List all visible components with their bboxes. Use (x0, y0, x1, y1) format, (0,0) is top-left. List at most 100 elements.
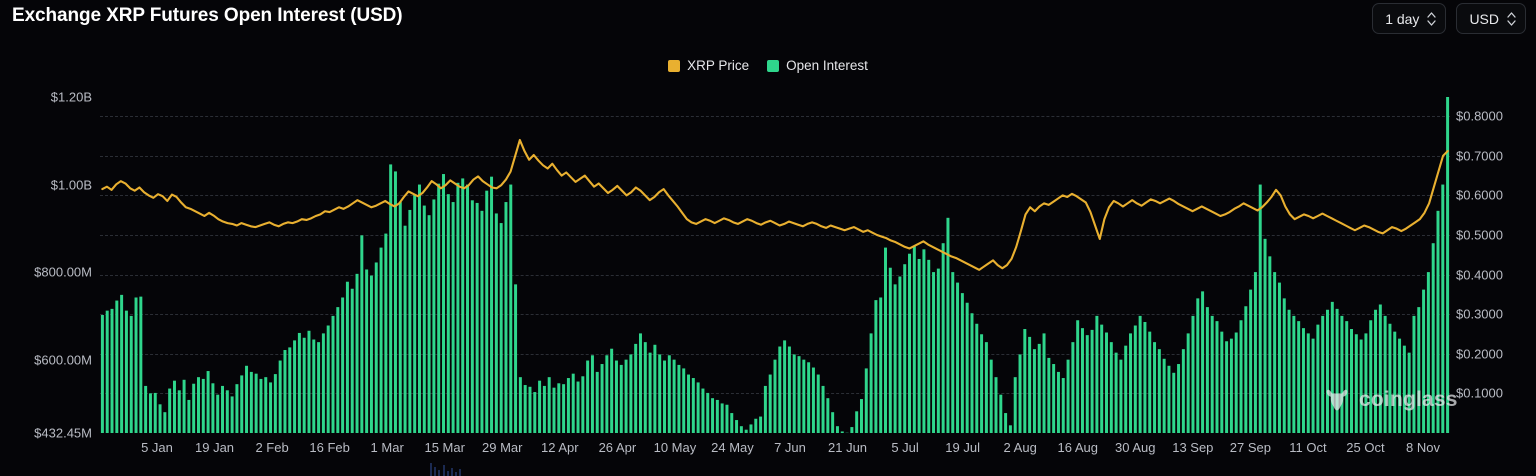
bar (1225, 341, 1229, 433)
bar (1277, 282, 1281, 433)
bar (408, 209, 412, 433)
bar (288, 347, 292, 433)
bar (701, 388, 705, 433)
x-axis-tick: 5 Jul (891, 440, 919, 455)
legend-item-open-interest[interactable]: Open Interest (767, 58, 868, 73)
y-axis-right-tick: $0.8000 (1456, 108, 1503, 124)
bar (422, 205, 426, 433)
bar (749, 424, 753, 433)
bottom-volume-strip (100, 462, 1450, 476)
bar (576, 381, 580, 433)
legend-item-price[interactable]: XRP Price (668, 58, 749, 73)
bar (192, 383, 196, 433)
bar (417, 184, 421, 433)
bar (1239, 320, 1243, 433)
bar (172, 380, 176, 433)
bar (884, 247, 887, 433)
bar (1153, 342, 1157, 433)
bar (816, 374, 820, 433)
bar (158, 404, 162, 433)
bar (672, 359, 676, 433)
x-axis-tick: 1 Mar (370, 440, 404, 455)
bar (384, 233, 388, 433)
bar (1263, 238, 1267, 433)
bar (663, 360, 666, 433)
bar (254, 373, 258, 433)
bar (562, 384, 566, 433)
bar (802, 359, 806, 433)
bar (1056, 371, 1060, 433)
bar (350, 288, 354, 433)
bar (110, 308, 114, 433)
bar (206, 371, 210, 433)
bar (1407, 352, 1411, 433)
bar-group (100, 97, 1450, 433)
gridline (100, 274, 1450, 276)
bar (538, 380, 542, 433)
bar (451, 202, 455, 433)
x-axis: 5 Jan 19 Jan 2 Feb 16 Feb 1 Mar 15 Mar 29 Mar 1… (100, 440, 1450, 460)
bar (129, 315, 133, 433)
x-axis-tick: 2 Feb (255, 440, 289, 455)
bar (932, 272, 936, 433)
bar (629, 354, 633, 433)
bar (1186, 333, 1190, 433)
bar (1446, 97, 1450, 433)
bar (1133, 325, 1137, 433)
bar (105, 310, 109, 433)
bar (946, 217, 950, 433)
y-axis-right-tick: $0.5000 (1456, 227, 1503, 243)
currency-select[interactable]: USD (1456, 3, 1526, 34)
bar (1273, 272, 1277, 433)
bar (980, 334, 984, 433)
bar (1244, 306, 1248, 433)
bar (720, 403, 724, 433)
interval-select[interactable]: 1 day (1372, 3, 1447, 34)
x-axis-tick: 19 Jan (195, 440, 235, 455)
bar (1441, 184, 1445, 433)
bar (1162, 358, 1166, 433)
y-axis-left-tick: $432.45M (34, 425, 92, 441)
bar (610, 348, 614, 433)
bar (1253, 272, 1257, 433)
bar (1350, 329, 1353, 433)
legend-label-price: XRP Price (687, 58, 750, 73)
bar (1181, 349, 1185, 433)
x-axis-tick: 10 May (653, 440, 697, 455)
bar (326, 325, 330, 433)
bar (1330, 301, 1334, 433)
bar (1071, 342, 1075, 433)
bar (518, 377, 522, 433)
y-axis-left: $1.20B $1.00B $800.00M $600.00M $432.45M (0, 90, 92, 441)
bar (461, 178, 465, 433)
x-axis-tick: 8 Nov (1406, 440, 1440, 455)
bar (1061, 378, 1065, 433)
bar (586, 360, 590, 433)
bar (706, 392, 710, 433)
x-axis-tick: 11 Oct (1289, 440, 1327, 455)
bar (1066, 359, 1070, 433)
bar (1229, 338, 1233, 433)
bar (1297, 321, 1301, 433)
bar (869, 333, 873, 433)
x-axis-tick: 29 Mar (482, 440, 523, 455)
bar (912, 245, 916, 433)
page-title: Exchange XRP Futures Open Interest (USD) (12, 5, 403, 26)
mini-volume-bars (430, 463, 461, 476)
bar (1138, 315, 1142, 433)
y-axis-right-tick: $0.1000 (1456, 385, 1503, 401)
bar (1374, 309, 1378, 433)
bar (187, 399, 191, 433)
y-axis-right-tick: $0.3000 (1456, 306, 1503, 322)
bar (725, 404, 729, 433)
bar (360, 235, 364, 433)
bar (100, 315, 104, 433)
bar (1028, 336, 1032, 433)
bar (153, 392, 157, 433)
bar (1426, 272, 1430, 433)
bar (269, 382, 273, 433)
bar (1129, 333, 1133, 433)
bar (893, 284, 897, 433)
bar (1258, 184, 1262, 433)
